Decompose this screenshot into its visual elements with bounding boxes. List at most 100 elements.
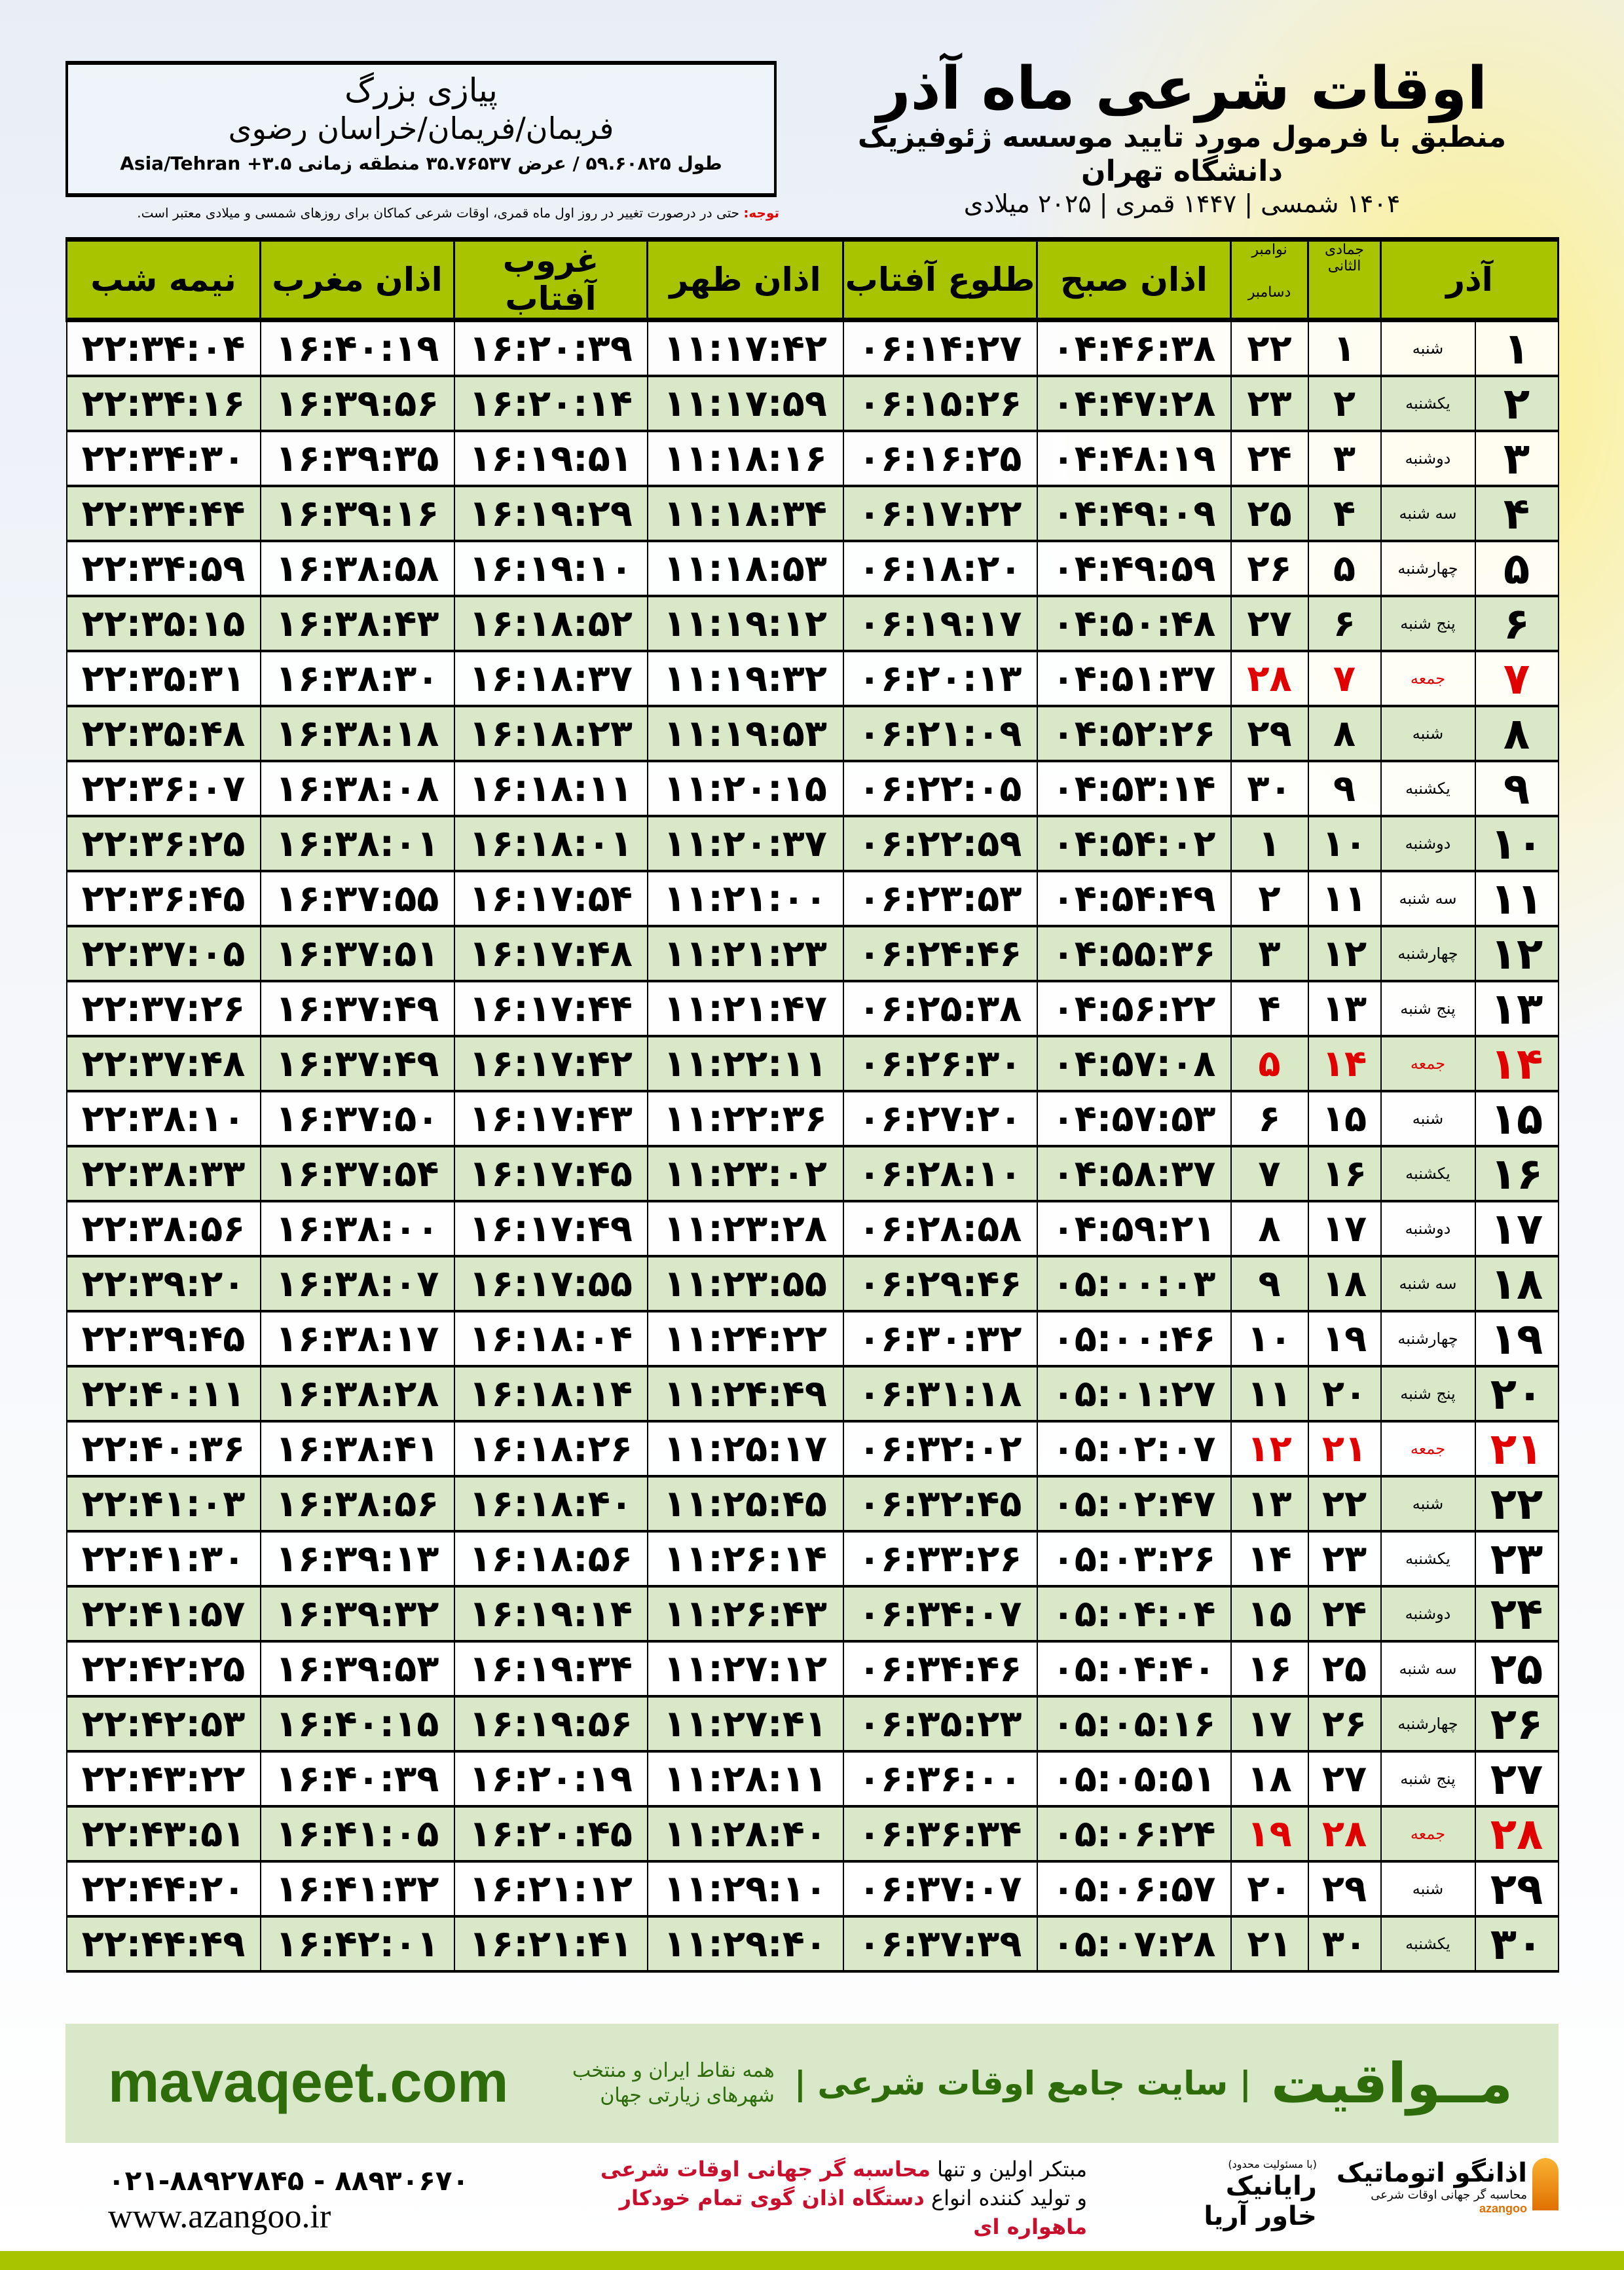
sunset-time: ۱۶:۱۸:۱۴ <box>453 1366 648 1423</box>
weekday: پنج شنبه <box>1380 1751 1476 1808</box>
dhuhr-time: ۱۱:۲۰:۳۷ <box>646 815 844 872</box>
dhuhr-time: ۱۱:۲۶:۴۳ <box>646 1586 844 1643</box>
table-row: ۵ چهارشنبه ۵ ۲۶ ۰۴:۴۹:۵۹ ۰۶:۱۸:۲۰ ۱۱:۱۸:۵۳ ۱۶:۱… <box>65 540 1559 597</box>
day-gregorian: ۲۹ <box>1230 705 1309 762</box>
midnight-time: ۲۲:۳۴:۱۶ <box>65 375 261 432</box>
day-gregorian: ۱۰ <box>1230 1311 1309 1368</box>
sunset-time: ۱۶:۲۰:۱۹ <box>453 1751 648 1808</box>
table-row: ۶ پنج شنبه ۶ ۲۷ ۰۴:۵۰:۴۸ ۰۶:۱۹:۱۷ ۱۱:۱۹:۱۲ ۱۶:۱… <box>65 595 1559 652</box>
sunrise-time: ۰۶:۲۸:۱۰ <box>842 1145 1038 1202</box>
day-hijri: ۱۲ <box>1307 925 1382 982</box>
day-gregorian: ۸ <box>1230 1200 1309 1257</box>
maghrib-time: ۱۶:۳۸:۲۸ <box>259 1366 455 1423</box>
sunrise-time: ۰۶:۳۶:۰۰ <box>842 1751 1038 1808</box>
promo-2b: دستگاه اذان گوی تمام خودکار ماهواره ای <box>619 2186 1087 2239</box>
table-row: ۱۷ دوشنبه ۱۷ ۸ ۰۴:۵۹:۲۱ ۰۶:۲۸:۵۸ ۱۱:۲۳:۲۸ ۱۶:۱۷… <box>65 1200 1559 1257</box>
table-row: ۱ شنبه ۱ ۲۲ ۰۴:۴۶:۳۸ ۰۶:۱۴:۲۷ ۱۱:۱۷:۴۲ ۱۶:۲۰:۳۹… <box>65 319 1559 377</box>
day-hijri: ۸ <box>1307 705 1382 762</box>
sunset-time: ۱۶:۱۹:۵۱ <box>453 430 648 487</box>
fajr-time: ۰۵:۰۵:۱۶ <box>1036 1696 1232 1753</box>
location-coords: طول ۵۹.۶۰۸۲۵ / عرض ۳۵.۷۶۵۳۷ منطقه زمانی … <box>120 153 722 174</box>
fajr-time: ۰۴:۵۱:۳۷ <box>1036 650 1232 707</box>
weekday: یکشنبه <box>1380 1531 1476 1588</box>
day-azar: ۱۳ <box>1474 980 1559 1037</box>
weekday: شنبه <box>1380 705 1476 762</box>
note-text: حتی در درصورت تغییر در روز اول ماه قمری،… <box>137 205 744 221</box>
day-gregorian: ۴ <box>1230 980 1309 1037</box>
day-gregorian: ۱۵ <box>1230 1586 1309 1643</box>
day-hijri: ۲۸ <box>1307 1806 1382 1863</box>
dhuhr-time: ۱۱:۲۶:۱۴ <box>646 1531 844 1588</box>
dhuhr-time: ۱۱:۲۱:۰۰ <box>646 870 844 927</box>
day-gregorian: ۱۸ <box>1230 1751 1309 1808</box>
sunset-time: ۱۶:۱۸:۱۱ <box>453 760 648 817</box>
sunset-time: ۱۶:۱۷:۴۴ <box>453 980 648 1037</box>
sunset-time: ۱۶:۱۹:۱۴ <box>453 1586 648 1643</box>
maghrib-time: ۱۶:۳۸:۰۱ <box>259 815 455 872</box>
dhuhr-time: ۱۱:۲۹:۱۰ <box>646 1861 844 1918</box>
midnight-time: ۲۲:۳۵:۴۸ <box>65 705 261 762</box>
rayanik-logo: (با مسئولیت محدود) رایانیک خاور آریا <box>1160 2158 1317 2231</box>
table-row: ۱۱ سه شنبه ۱۱ ۲ ۰۴:۵۴:۴۹ ۰۶:۲۳:۵۳ ۱۱:۲۱:۰۰ ۱۶:۱… <box>65 870 1559 927</box>
day-azar: ۱۰ <box>1474 815 1559 872</box>
rayanik-name: رایانیک خاور آریا <box>1204 2171 1317 2231</box>
fajr-time: ۰۵:۰۰:۴۶ <box>1036 1311 1232 1368</box>
day-hijri: ۲۷ <box>1307 1751 1382 1808</box>
fajr-time: ۰۴:۴۹:۰۹ <box>1036 485 1232 542</box>
sunset-time: ۱۶:۲۰:۱۴ <box>453 375 648 432</box>
table-row: ۲۱ جمعه ۲۱ ۱۲ ۰۵:۰۲:۰۷ ۰۶:۳۲:۰۲ ۱۱:۲۵:۱۷ ۱۶:۱۸:… <box>65 1421 1559 1478</box>
prayer-times-table: آذر جمادی الثانی نوامبر دسامبر اذان صبح ط… <box>65 237 1559 1973</box>
day-hijri: ۱۶ <box>1307 1145 1382 1202</box>
sunrise-time: ۰۶:۲۹:۴۶ <box>842 1256 1038 1312</box>
dhuhr-time: ۱۱:۲۹:۴۰ <box>646 1916 844 1973</box>
site-link[interactable]: mavaqeet.com <box>108 2049 509 2114</box>
weekday: چهارشنبه <box>1380 925 1476 982</box>
sunset-time: ۱۶:۱۹:۵۶ <box>453 1696 648 1753</box>
midnight-time: ۲۲:۳۹:۲۰ <box>65 1256 261 1312</box>
day-azar: ۱۸ <box>1474 1256 1559 1312</box>
weekday: سه شنبه <box>1380 1641 1476 1698</box>
azangoo-website[interactable]: www.azangoo.ir <box>108 2198 331 2235</box>
midnight-time: ۲۲:۴۱:۰۳ <box>65 1476 261 1533</box>
table-row: ۱۹ چهارشنبه ۱۹ ۱۰ ۰۵:۰۰:۴۶ ۰۶:۳۰:۳۲ ۱۱:۲۴:۲۲ ۱۶… <box>65 1311 1559 1368</box>
sunrise-time: ۰۶:۲۳:۵۳ <box>842 870 1038 927</box>
footer-logos: اذانگو اتوماتیک محاسبه گر جهانی اوقات شرع… <box>1107 2158 1559 2231</box>
midnight-time: ۲۲:۳۹:۴۵ <box>65 1311 261 1368</box>
day-azar: ۱۶ <box>1474 1145 1559 1202</box>
table-row: ۷ جمعه ۷ ۲۸ ۰۴:۵۱:۳۷ ۰۶:۲۰:۱۳ ۱۱:۱۹:۳۲ ۱۶:۱۸:۳۷… <box>65 650 1559 707</box>
dhuhr-time: ۱۱:۲۵:۱۷ <box>646 1421 844 1478</box>
day-hijri: ۱۷ <box>1307 1200 1382 1257</box>
maghrib-time: ۱۶:۳۹:۵۳ <box>259 1641 455 1698</box>
sunrise-time: ۰۶:۳۰:۳۲ <box>842 1311 1038 1368</box>
table-row: ۱۵ شنبه ۱۵ ۶ ۰۴:۵۷:۵۳ ۰۶:۲۷:۲۰ ۱۱:۲۲:۳۶ ۱۶:۱۷:۴… <box>65 1090 1559 1147</box>
sunrise-time: ۰۶:۲۱:۰۹ <box>842 705 1038 762</box>
midnight-time: ۲۲:۳۴:۰۴ <box>65 319 261 377</box>
fajr-time: ۰۵:۰۲:۴۷ <box>1036 1476 1232 1533</box>
midnight-time: ۲۲:۴۳:۲۲ <box>65 1751 261 1808</box>
page-subtitle: منطبق با فرمول مورد تایید موسسه ژئوفیزیک… <box>857 121 1507 188</box>
weekday: سه شنبه <box>1380 870 1476 927</box>
table-header-row: آذر جمادی الثانی نوامبر دسامبر اذان صبح ط… <box>65 237 1559 322</box>
header-hijri-label: جمادی الثانی <box>1324 242 1365 274</box>
weekday: شنبه <box>1380 319 1476 377</box>
weekday: جمعه <box>1380 1035 1476 1092</box>
table-row: ۲۳ یکشنبه ۲۳ ۱۴ ۰۵:۰۳:۲۶ ۰۶:۳۳:۲۶ ۱۱:۲۶:۱۴ ۱۶:۱… <box>65 1531 1559 1588</box>
fajr-time: ۰۴:۵۹:۲۱ <box>1036 1200 1232 1257</box>
dhuhr-time: ۱۱:۲۳:۰۲ <box>646 1145 844 1202</box>
sunrise-time: ۰۶:۳۷:۰۷ <box>842 1861 1038 1918</box>
sunset-time: ۱۶:۲۰:۴۵ <box>453 1806 648 1863</box>
maghrib-time: ۱۶:۳۷:۴۹ <box>259 1035 455 1092</box>
day-gregorian: ۶ <box>1230 1090 1309 1147</box>
weekday: سه شنبه <box>1380 485 1476 542</box>
sunrise-time: ۰۶:۲۸:۵۸ <box>842 1200 1038 1257</box>
midnight-time: ۲۲:۳۷:۰۵ <box>65 925 261 982</box>
header-greg-top: نوامبر <box>1251 242 1287 258</box>
dhuhr-time: ۱۱:۲۰:۱۵ <box>646 760 844 817</box>
table-row: ۸ شنبه ۸ ۲۹ ۰۴:۵۲:۲۶ ۰۶:۲۱:۰۹ ۱۱:۱۹:۵۳ ۱۶:۱۸:۲۳… <box>65 705 1559 762</box>
day-gregorian: ۲۸ <box>1230 650 1309 707</box>
maghrib-time: ۱۶:۳۷:۵۱ <box>259 925 455 982</box>
fajr-time: ۰۴:۵۴:۴۹ <box>1036 870 1232 927</box>
maghrib-time: ۱۶:۳۸:۱۷ <box>259 1311 455 1368</box>
day-hijri: ۱۵ <box>1307 1090 1382 1147</box>
maghrib-time: ۱۶:۳۸:۴۳ <box>259 595 455 652</box>
